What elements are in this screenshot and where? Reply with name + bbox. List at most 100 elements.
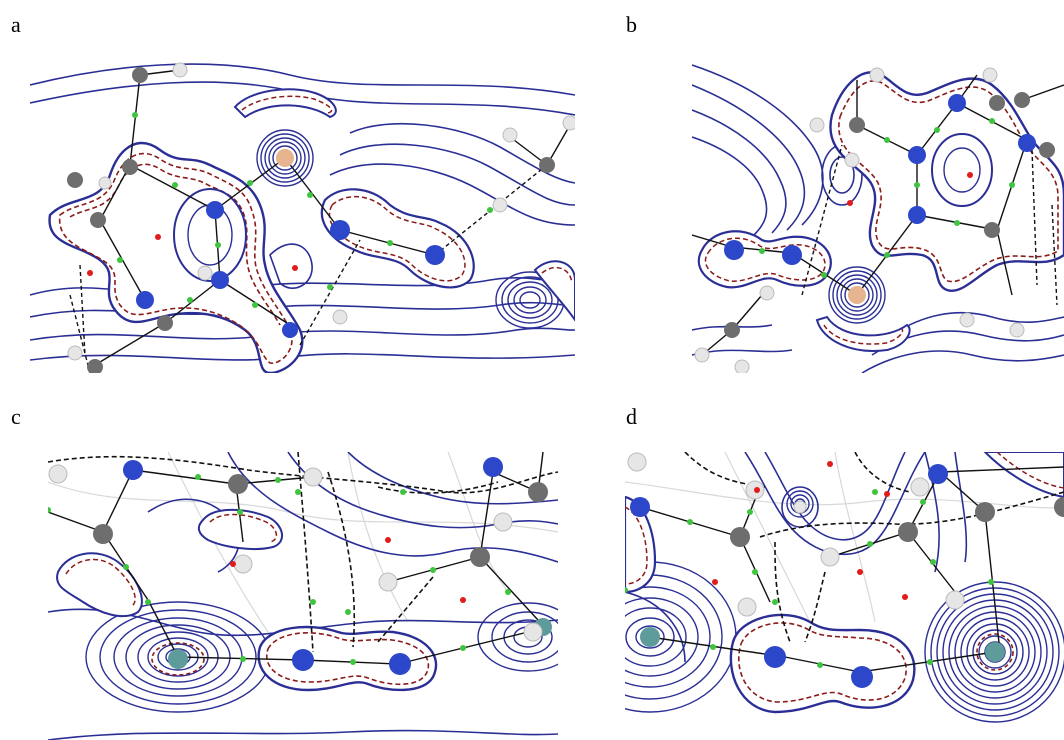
nitrogen-atom-icon xyxy=(123,460,143,480)
carbon-atom-icon xyxy=(93,524,113,544)
bond-critical-point-icon xyxy=(1009,182,1015,188)
bond-critical-point-icon xyxy=(310,599,316,605)
bond-critical-point-icon xyxy=(215,242,221,248)
hydrogen-atom-icon xyxy=(945,590,965,610)
critical-points-d xyxy=(625,461,994,668)
hydrogen-atom-icon xyxy=(172,62,188,78)
hydrogen-atom-icon xyxy=(98,176,112,190)
nitrogen-atom-icon xyxy=(389,653,411,675)
hydrogen-atom-icon xyxy=(197,265,213,281)
ring-critical-point-icon xyxy=(460,597,466,603)
bond-critical-point-icon xyxy=(327,284,333,290)
ring-critical-point-icon xyxy=(847,200,853,206)
nitrogen-atom-icon xyxy=(282,322,298,338)
bond-critical-point-icon xyxy=(247,180,253,186)
bond-critical-point-icon xyxy=(237,509,243,515)
hydrogen-atom-icon xyxy=(48,464,68,484)
nitrogen-atom-icon xyxy=(908,206,926,224)
halogen-atom-icon xyxy=(985,642,1005,662)
carbon-atom-icon xyxy=(90,212,106,228)
hydrogen-atom-icon xyxy=(820,547,840,567)
ring-critical-point-icon xyxy=(292,265,298,271)
nitrogen-atom-icon xyxy=(483,457,503,477)
critical-points-b xyxy=(759,118,1015,278)
hydrogen-atom-icon xyxy=(493,512,513,532)
bond-critical-point-icon xyxy=(132,112,138,118)
hydrogen-atom-icon xyxy=(523,622,543,642)
bond-critical-point-icon xyxy=(884,137,890,143)
bond-critical-point-icon xyxy=(872,489,878,495)
bond-critical-point-icon xyxy=(930,559,936,565)
hydrogen-atom-icon xyxy=(562,115,575,131)
carbon-atom-icon xyxy=(975,502,995,522)
bond-critical-point-icon xyxy=(934,127,940,133)
bond-critical-point-icon xyxy=(387,240,393,246)
hydrogen-atom-icon xyxy=(869,67,885,83)
carbon-atom-icon xyxy=(984,222,1000,238)
nitrogen-atom-icon xyxy=(928,464,948,484)
bond-critical-point-icon xyxy=(884,252,890,258)
bond-critical-point-icon xyxy=(687,519,693,525)
bond-critical-point-icon xyxy=(117,257,123,263)
bond-critical-point-icon xyxy=(625,587,628,593)
bond-critical-point-icon xyxy=(195,474,201,480)
bond-critical-point-icon xyxy=(821,272,827,278)
bond-critical-point-icon xyxy=(275,477,281,483)
halogen-atom-icon xyxy=(640,627,660,647)
nitrogen-atom-icon xyxy=(292,649,314,671)
bond-critical-point-icon xyxy=(817,662,823,668)
nitrogen-atom-icon xyxy=(851,666,873,688)
critical-points-a xyxy=(87,112,493,308)
contour-map-panel-a xyxy=(30,55,575,373)
bond-critical-point-icon xyxy=(487,207,493,213)
carbon-atom-icon xyxy=(122,159,138,175)
bond-critical-point-icon xyxy=(48,507,51,513)
halogen-atom-icon xyxy=(276,149,294,167)
nitrogen-atom-icon xyxy=(630,497,650,517)
bond-critical-point-icon xyxy=(295,489,301,495)
carbon-atom-icon xyxy=(1014,92,1030,108)
bond-critical-point-icon xyxy=(914,182,920,188)
hydrogen-atom-icon xyxy=(492,197,508,213)
nitrogen-atom-icon xyxy=(948,94,966,112)
bond-critical-point-icon xyxy=(460,645,466,651)
carbon-atom-icon xyxy=(528,482,548,502)
ring-critical-point-icon xyxy=(155,234,161,240)
bond-critical-point-icon xyxy=(400,489,406,495)
bond-critical-point-icon xyxy=(759,248,765,254)
critical-points-c xyxy=(48,474,511,665)
nitrogen-atom-icon xyxy=(782,245,802,265)
contour-map-panel-b xyxy=(692,55,1064,373)
carbon-atom-icon xyxy=(730,527,750,547)
bond-critical-point-icon xyxy=(123,564,129,570)
hydrogen-atom-icon xyxy=(233,554,253,574)
bond-critical-point-icon xyxy=(989,118,995,124)
hydrogen-atom-icon xyxy=(694,347,710,363)
atom-layer-b xyxy=(694,67,1055,373)
carbon-atom-icon xyxy=(849,117,865,133)
carbon-atom-icon xyxy=(724,322,740,338)
ring-critical-point-icon xyxy=(712,579,718,585)
laplacian-contour-plot-a xyxy=(30,62,575,373)
atom-layer-a xyxy=(67,62,575,373)
bond-critical-point-icon xyxy=(145,599,151,605)
contour-map-panel-d xyxy=(625,452,1064,740)
carbon-atom-icon xyxy=(539,157,555,173)
carbon-atom-icon xyxy=(989,95,1005,111)
carbon-atom-icon xyxy=(228,474,248,494)
laplacian-contour-plot-c xyxy=(48,452,558,740)
bond-critical-point-icon xyxy=(710,644,716,650)
hydrogen-atom-icon xyxy=(959,312,975,328)
hydrogen-atom-icon xyxy=(502,127,518,143)
panel-label-b: b xyxy=(626,12,637,37)
nitrogen-atom-icon xyxy=(330,220,350,240)
carbon-atom-icon xyxy=(67,172,83,188)
nitrogen-atom-icon xyxy=(908,146,926,164)
bond-critical-point-icon xyxy=(867,541,873,547)
carbon-atom-icon xyxy=(157,315,173,331)
bond-critical-point-icon xyxy=(187,297,193,303)
hydrogen-atom-icon xyxy=(759,285,775,301)
bond-critical-point-icon xyxy=(345,609,351,615)
bond-critical-point-icon xyxy=(927,659,933,665)
nitrogen-atom-icon xyxy=(764,646,786,668)
